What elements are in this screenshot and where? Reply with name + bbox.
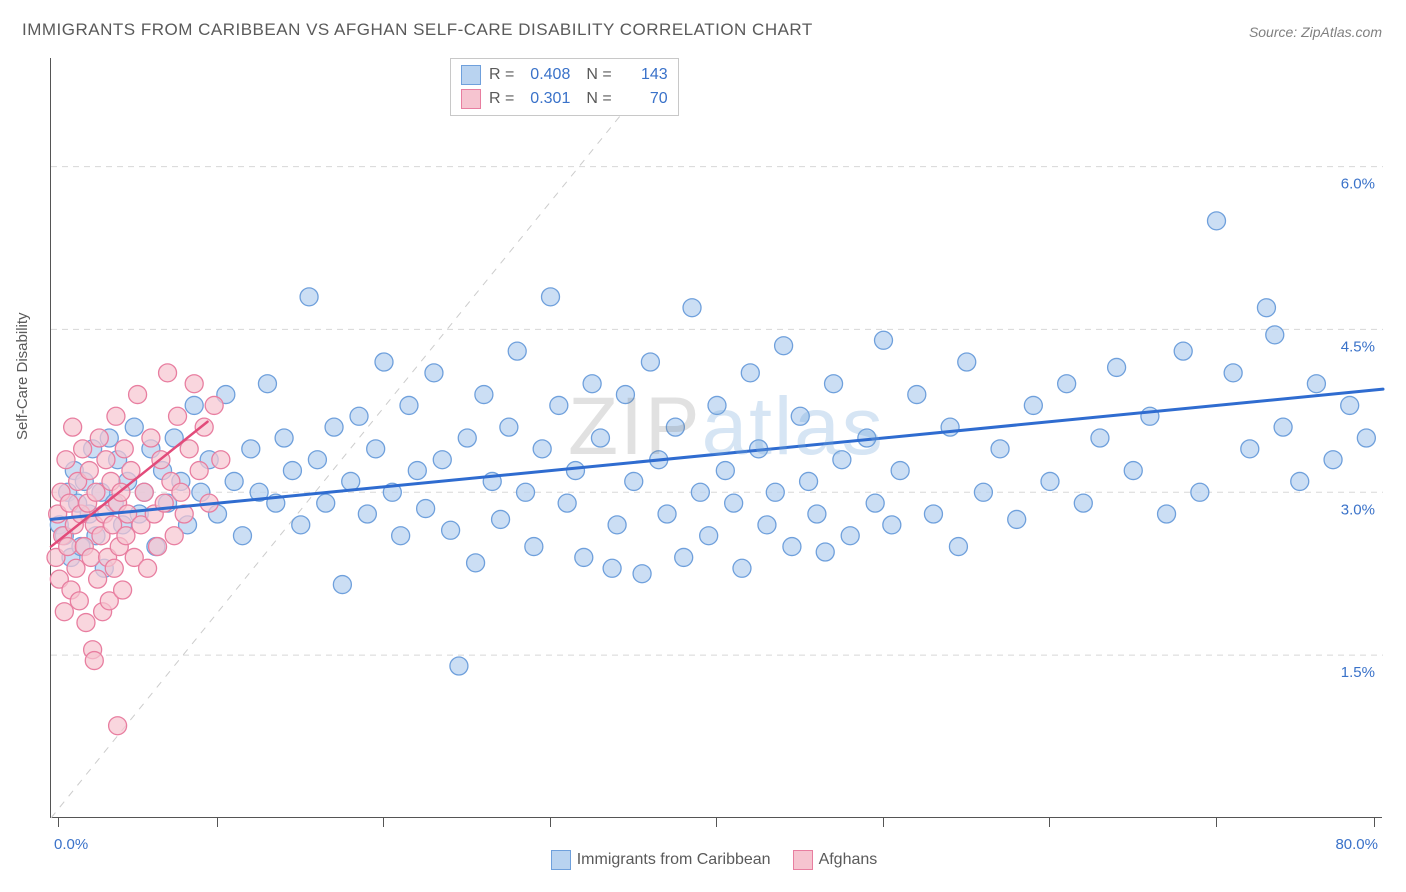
legend-swatch <box>461 65 481 85</box>
correlation-legend: R = 0.408 N = 143 R = 0.301 N = 70 <box>450 58 679 116</box>
x-tick <box>383 818 384 827</box>
plot-area: 1.5% 3.0% 4.5% 6.0% <box>50 58 1382 818</box>
legend-r-value: 0.408 <box>522 63 570 87</box>
legend-swatch <box>793 850 813 870</box>
series-legend: Immigrants from Caribbean Afghans <box>0 850 1406 870</box>
legend-label: Afghans <box>819 851 878 868</box>
legend-n-label: N = <box>586 63 611 87</box>
svg-text:6.0%: 6.0% <box>1341 176 1375 193</box>
legend-n-value: 143 <box>620 63 668 87</box>
legend-r-label: R = <box>489 87 514 111</box>
svg-text:1.5%: 1.5% <box>1341 664 1375 681</box>
legend-row: R = 0.301 N = 70 <box>461 87 668 111</box>
x-tick <box>550 818 551 827</box>
x-axis-value: 0.0% <box>54 836 88 853</box>
y-axis-label: Self-Care Disability <box>14 312 31 440</box>
legend-swatch <box>461 89 481 109</box>
x-tick <box>1374 818 1375 827</box>
x-tick <box>1049 818 1050 827</box>
legend-row: R = 0.408 N = 143 <box>461 63 668 87</box>
x-tick <box>58 818 59 827</box>
legend-swatch <box>551 850 571 870</box>
legend-n-value: 70 <box>620 87 668 111</box>
legend-n-label: N = <box>586 87 611 111</box>
scatter-plot-svg: 1.5% 3.0% 4.5% 6.0% <box>51 58 1383 818</box>
legend-r-value: 0.301 <box>522 87 570 111</box>
svg-text:3.0%: 3.0% <box>1341 501 1375 518</box>
svg-text:4.5%: 4.5% <box>1341 338 1375 355</box>
x-tick <box>716 818 717 827</box>
legend-r-label: R = <box>489 63 514 87</box>
x-tick <box>883 818 884 827</box>
x-axis-value: 80.0% <box>1335 836 1378 853</box>
source-attribution: Source: ZipAtlas.com <box>1249 24 1382 40</box>
x-tick <box>217 818 218 827</box>
x-tick <box>1216 818 1217 827</box>
legend-label: Immigrants from Caribbean <box>577 851 771 868</box>
chart-title: IMMIGRANTS FROM CARIBBEAN VS AFGHAN SELF… <box>22 20 813 40</box>
